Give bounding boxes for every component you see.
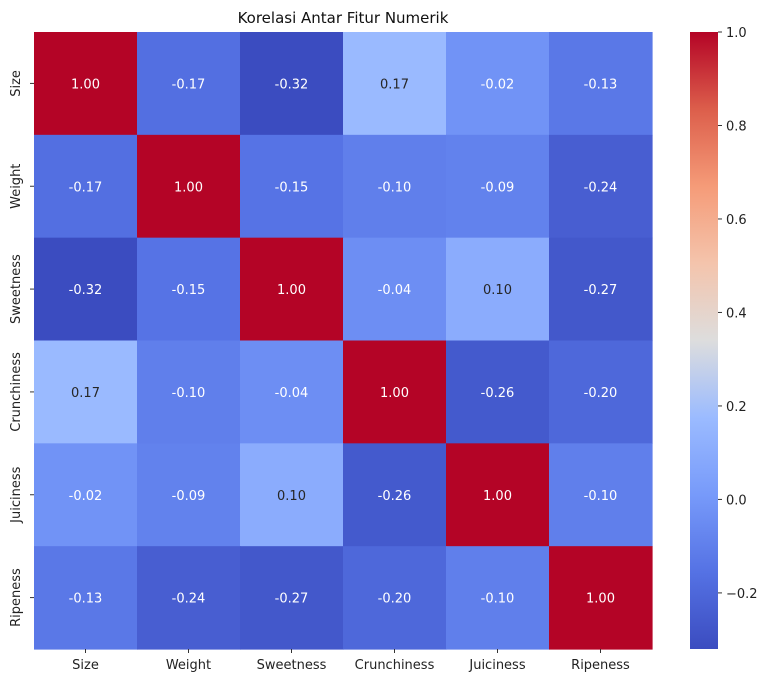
cell-value-label: -0.24	[172, 592, 206, 607]
cell-value-label: -0.20	[378, 592, 412, 607]
cell-value-label: -0.17	[172, 77, 206, 92]
cell-value-label: 0.10	[483, 283, 512, 298]
colorbar-tick-label: 0.0	[726, 493, 747, 508]
x-tick-label: Sweetness	[257, 658, 327, 673]
cell-value-label: 1.00	[174, 180, 203, 195]
cell-value-label: -0.24	[584, 180, 618, 195]
y-tick-label: Size	[9, 70, 24, 97]
x-tick-label: Juiciness	[468, 658, 525, 673]
cell-value-label: -0.13	[69, 592, 103, 607]
cell-value-label: -0.10	[584, 489, 618, 504]
cell-value-label: -0.26	[378, 489, 412, 504]
cell-value-label: -0.10	[172, 386, 206, 401]
x-tick-label: Crunchiness	[355, 658, 435, 673]
cell-value-label: 1.00	[277, 283, 306, 298]
x-tick-label: Size	[72, 658, 99, 673]
cell-value-label: -0.20	[584, 386, 618, 401]
colorbar-tick-label: −0.2	[726, 587, 758, 602]
cell-value-label: 1.00	[380, 386, 409, 401]
cell-value-label: 1.00	[586, 592, 615, 607]
cell-value-label: -0.26	[481, 386, 515, 401]
colorbar-tick-label: 0.2	[726, 400, 747, 415]
cell-value-label: -0.02	[481, 77, 515, 92]
y-axis: Size Weight Sweetness Crunchiness Juiciness R…	[9, 70, 34, 627]
heatmap-cells	[34, 32, 653, 650]
cell-value-label: -0.02	[69, 489, 103, 504]
cell-value-label: 0.17	[71, 386, 100, 401]
cell-value-label: 0.17	[380, 77, 409, 92]
cell-value-label: -0.09	[481, 180, 515, 195]
y-tick-label: Juiciness	[9, 466, 24, 523]
chart-title: Korelasi Antar Fitur Numerik	[238, 9, 449, 27]
cell-value-label: -0.15	[275, 180, 309, 195]
colorbar: 1.0 0.8 0.6 0.4 0.2 0.0 −0.2	[690, 26, 758, 649]
x-tick-label: Weight	[166, 658, 211, 673]
x-tick-label: Ripeness	[571, 658, 630, 673]
cell-value-label: -0.04	[378, 283, 412, 298]
cell-value-label: 1.00	[483, 489, 512, 504]
y-tick-label: Sweetness	[9, 254, 24, 324]
cell-value-label: -0.27	[275, 592, 309, 607]
x-axis: Size Weight Sweetness Crunchiness Juiciness R…	[72, 649, 630, 673]
cell-value-label: -0.17	[69, 180, 103, 195]
colorbar-tick-label: 0.6	[726, 213, 747, 228]
cell-value-label: -0.15	[172, 283, 206, 298]
y-tick-label: Ripeness	[9, 568, 24, 627]
cell-value-label: -0.10	[378, 180, 412, 195]
cell-value-label: -0.32	[69, 283, 103, 298]
cell-value-label: -0.10	[481, 592, 515, 607]
cell-value-label: 1.00	[71, 77, 100, 92]
colorbar-gradient	[690, 32, 718, 649]
cell-value-label: -0.13	[584, 77, 618, 92]
cell-value-label: -0.32	[275, 77, 309, 92]
colorbar-tick-label: 0.4	[726, 306, 747, 321]
y-tick-label: Crunchiness	[9, 352, 24, 432]
colorbar-tick-label: 1.0	[726, 26, 747, 41]
cell-value-label: -0.04	[275, 386, 309, 401]
cell-value-label: 0.10	[277, 489, 306, 504]
y-tick-label: Weight	[9, 164, 24, 209]
cell-value-label: -0.27	[584, 283, 618, 298]
colorbar-tick-label: 0.8	[726, 119, 747, 134]
cell-value-label: -0.09	[172, 489, 206, 504]
